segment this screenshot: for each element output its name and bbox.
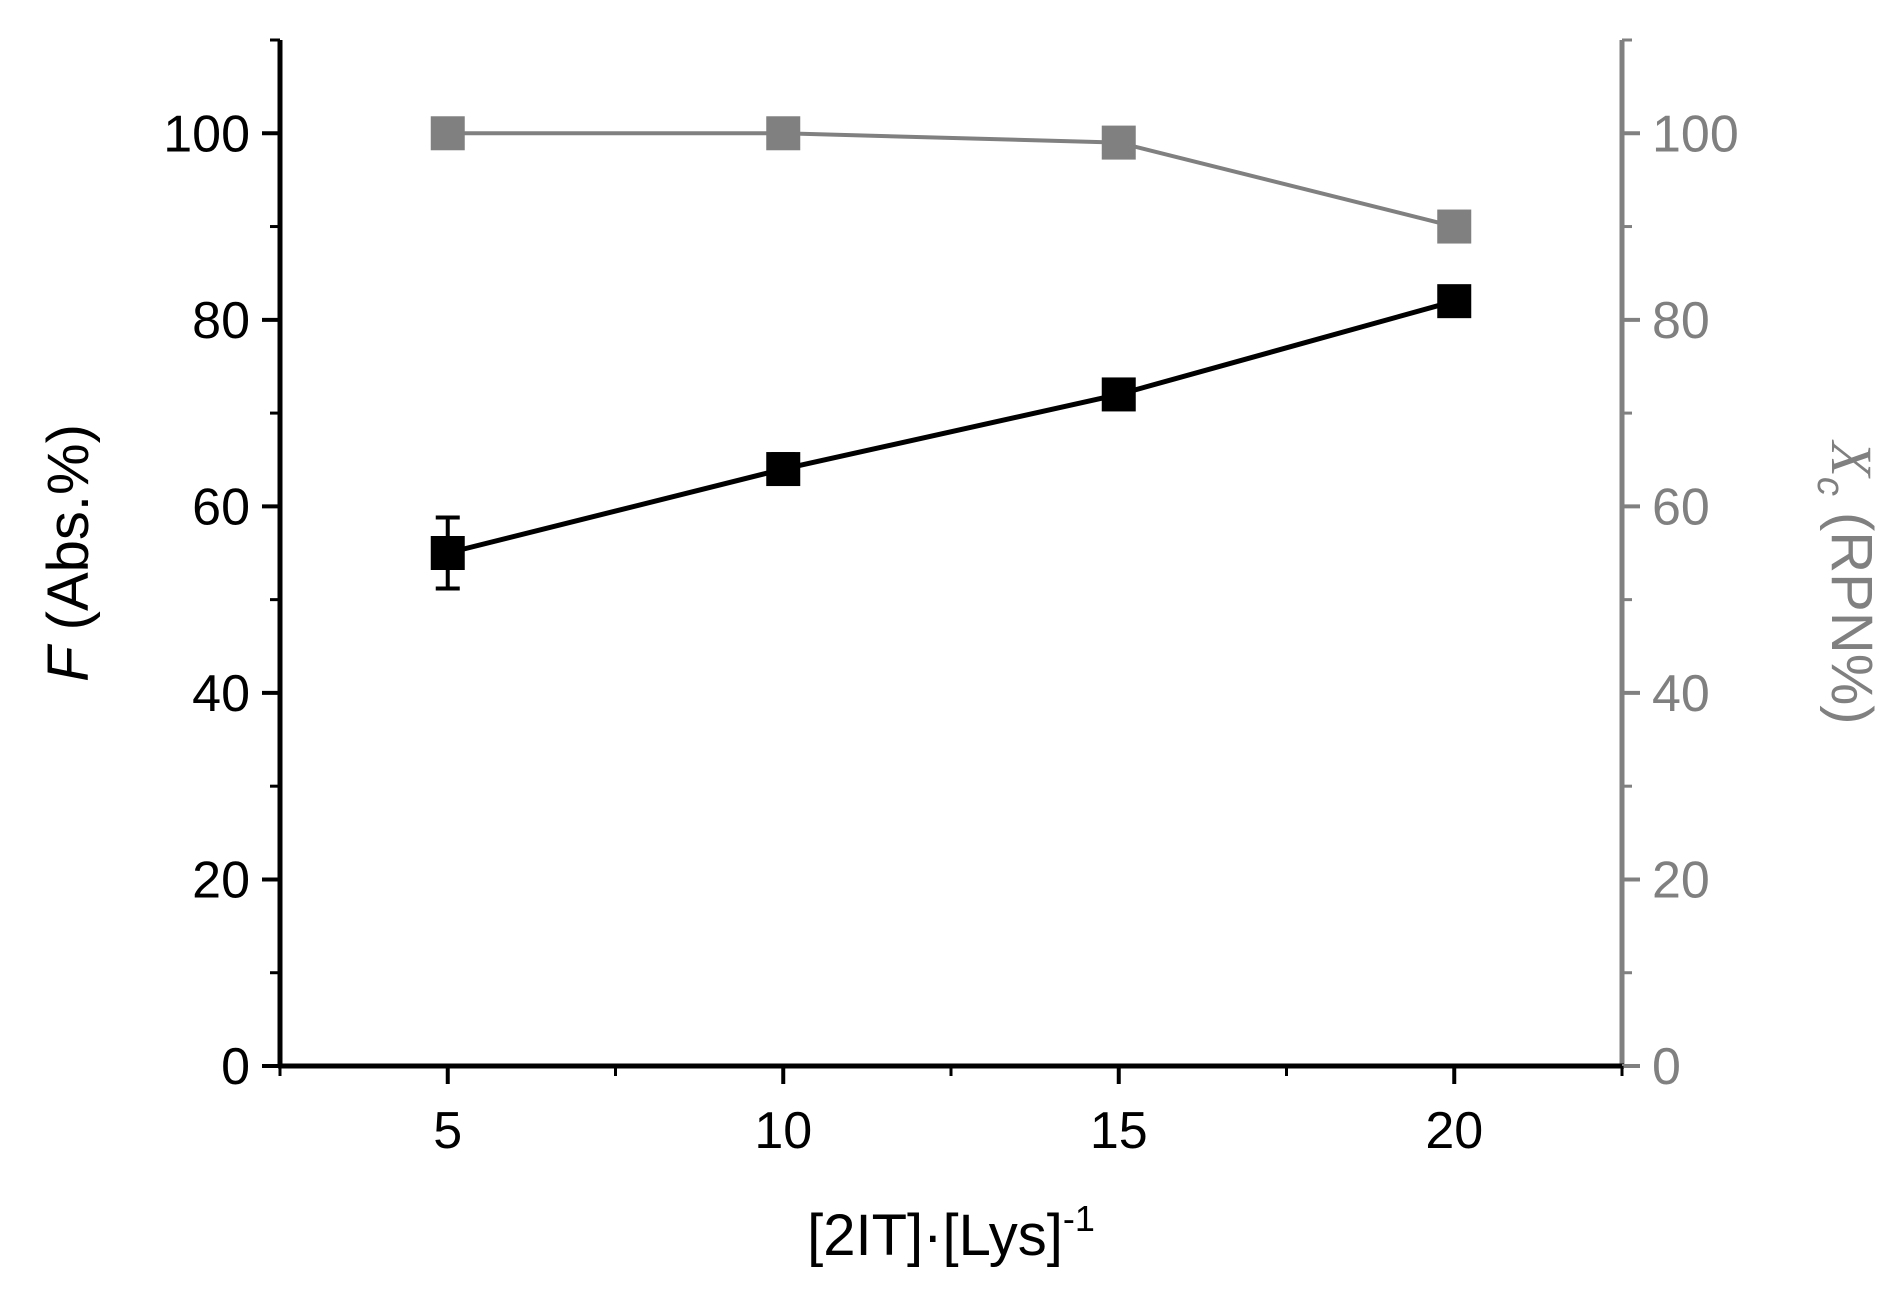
left-y-tick-label: 80 <box>192 292 250 350</box>
right-y-tick-label: 60 <box>1652 478 1710 536</box>
series-1-line <box>447 298 1455 556</box>
left-y-tick-label: 60 <box>192 478 250 536</box>
ticks-group: 0 20 40 60 80 100 0 20 40 60 80 100 5 10 15 20 <box>163 38 1739 1160</box>
x-axis-title: [2IT]·[Lys]-1 <box>807 1198 1095 1268</box>
series-1-point <box>1437 284 1472 319</box>
left-y-tick-label: 40 <box>192 665 250 723</box>
left-y-tick-label: 0 <box>221 1038 250 1096</box>
axes-group <box>277 40 1625 1069</box>
left-y-axis-title: F (Abs.%) <box>36 424 101 682</box>
series-group <box>430 116 1472 591</box>
series-2-line <box>447 131 1455 229</box>
x-tick-label: 20 <box>1425 1102 1483 1160</box>
series-2-point <box>766 116 801 151</box>
series-2-point <box>430 116 465 151</box>
left-y-axis-title-italic: F <box>36 643 101 682</box>
series-1-point <box>1101 377 1136 412</box>
left-y-tick-label: 100 <box>163 105 250 163</box>
right-y-tick-label: 20 <box>1652 851 1710 909</box>
right-y-tick-label: 100 <box>1652 105 1739 163</box>
series-2-point <box>1437 209 1472 244</box>
right-y-axis-title-italic: X <box>1819 439 1884 479</box>
right-y-tick-label: 0 <box>1652 1038 1681 1096</box>
labels-group: [2IT]·[Lys]-1 F (Abs.%) Xc (RPN%) <box>36 424 1884 1268</box>
series-2-point <box>1101 125 1136 160</box>
right-y-axis-title-subscript: c <box>1809 477 1851 496</box>
x-axis-title-superscript: -1 <box>1063 1198 1095 1239</box>
x-axis-title-main: [2IT]·[Lys] <box>807 1203 1063 1268</box>
left-y-axis-title-rest: (Abs.%) <box>36 424 101 646</box>
right-y-tick-label: 80 <box>1652 292 1710 350</box>
series-1-point <box>766 452 801 487</box>
x-tick-label: 10 <box>754 1102 812 1160</box>
left-y-tick-label: 20 <box>192 851 250 909</box>
right-y-tick-label: 40 <box>1652 665 1710 723</box>
right-y-axis-title-rest: (RPN%) <box>1819 496 1884 725</box>
x-tick-label: 15 <box>1090 1102 1148 1160</box>
series-1-point <box>430 536 465 570</box>
x-tick-label: 5 <box>433 1102 462 1160</box>
right-y-axis-title: Xc (RPN%) <box>1809 439 1884 724</box>
